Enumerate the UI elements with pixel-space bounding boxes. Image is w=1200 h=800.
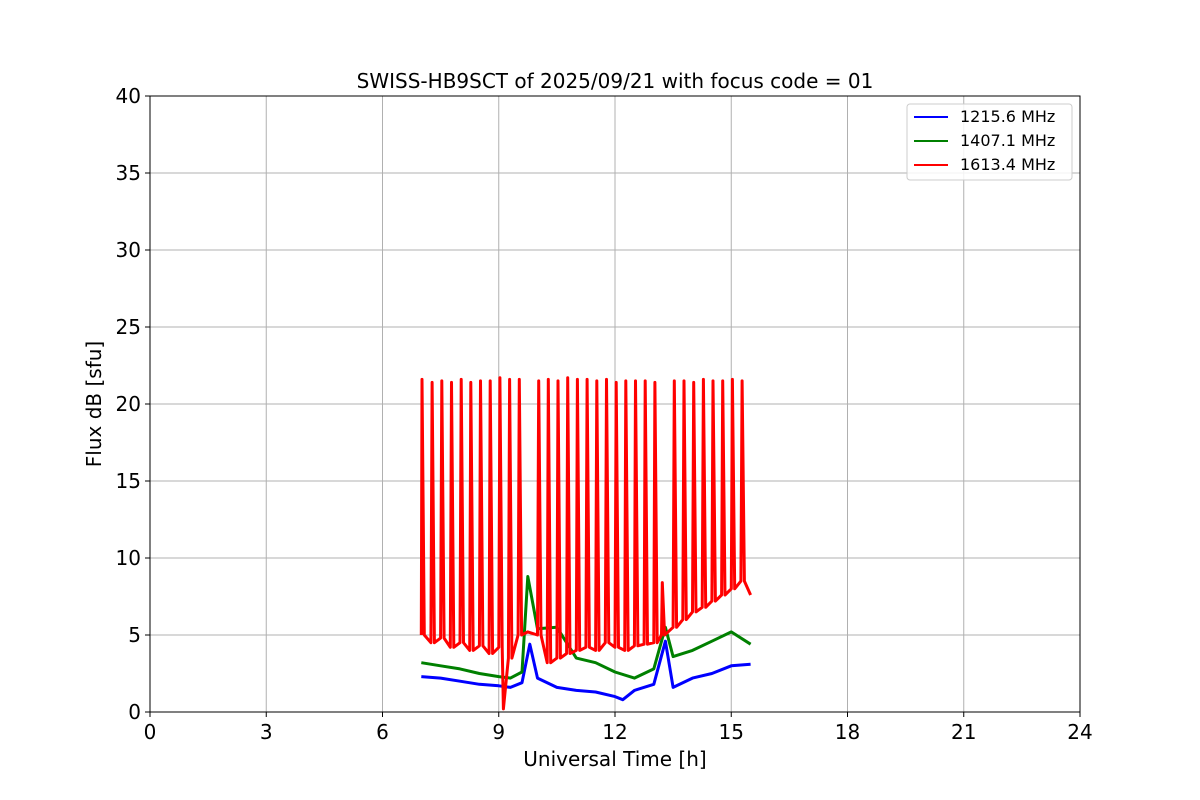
x-tick-label: 3 [260,720,273,744]
legend-box [906,103,1073,181]
y-tick-label: 40 [116,84,141,108]
legend-label-0: 1215.6 MHz [960,107,1055,126]
x-tick-label: 6 [376,720,389,744]
y-tick-label: 15 [116,469,141,493]
y-tick-label: 10 [116,546,141,570]
y-tick-label: 20 [116,392,141,416]
x-tick-label: 18 [835,720,860,744]
x-tick-label: 9 [492,720,505,744]
x-axis-label: Universal Time [h] [523,747,706,771]
x-tick-label: 24 [1067,720,1092,744]
series-line-0 [421,639,751,702]
series-line-1 [421,575,752,680]
y-axis-label: Flux dB [sfu] [82,341,106,467]
chart-title: SWISS-HB9SCT of 2025/09/21 with focus co… [357,69,874,93]
x-tick-label: 0 [144,720,157,744]
y-tick-label: 25 [116,315,141,339]
x-tick-label: 12 [602,720,627,744]
y-tick-label: 0 [128,700,141,724]
x-tick-label: 21 [951,720,976,744]
x-tick-label: 15 [719,720,744,744]
legend: 1215.6 MHz 1407.1 MHz 1613.4 MHz [906,103,1073,181]
series-layer [419,376,752,711]
series-line-2 [419,376,752,711]
y-tick-label: 5 [128,623,141,647]
ticks: 0 3 6 9 12 15 18 21 24 0 5 10 15 20 25 30 35 40 [116,84,1093,744]
y-tick-label: 30 [116,238,141,262]
y-tick-label: 35 [116,161,141,185]
legend-label-1: 1407.1 MHz [960,131,1055,150]
legend-label-2: 1613.4 MHz [960,155,1055,174]
